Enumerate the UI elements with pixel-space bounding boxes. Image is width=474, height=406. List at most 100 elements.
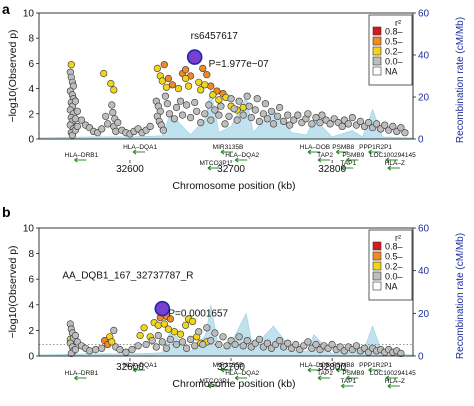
panel-a-legend-swatch-3	[372, 56, 382, 66]
panel-b-snp-point-r2-02-2	[108, 338, 116, 346]
panel-a-snp-point-r2-00-31	[109, 108, 117, 117]
panel-b-snp-point-r2-02-7	[154, 321, 162, 329]
panel-a-snp-point-r2-05-10	[168, 81, 176, 89]
panel-a-snp-point-r2-00-69	[221, 120, 229, 128]
panel-a-snp-point-r2-00-97	[308, 120, 316, 128]
panel-b-snp-point-r2-00-19	[122, 348, 130, 356]
panel-a-snp-point-r2-02-12	[197, 86, 205, 94]
panel-b-y-tick-label-0: 0	[28, 352, 34, 363]
panel-b-gene-arrow-10	[368, 367, 381, 373]
panel-a-snp-point-r2-00-34	[112, 127, 120, 135]
panel-b-gene-arrow-0	[74, 375, 87, 381]
panel-a-snp-point-r2-02-9	[182, 74, 190, 83]
panel-a-snp-point-r2-00-35	[114, 118, 122, 127]
panel-a-gene-label-3: MIR3135B	[213, 144, 244, 151]
panel-a-snp-point-r2-02-10	[185, 82, 193, 90]
panel-a-x-axis-title: Chromosome position (kb)	[172, 180, 295, 192]
panel-a-snp-point-r2-00-27	[98, 125, 106, 133]
panel-b-snp-point-r2-02-8	[160, 320, 168, 328]
panel-a: rs6457617 P=1.977e−07 0 2 4 6 8 10 0 20 40 60 −log10…	[7, 9, 466, 193]
panel-b-snp-point-r2-00-41	[223, 342, 231, 350]
panel-a-snp-point-r2-00-65	[207, 116, 215, 124]
panel-b-snp-point-r2-00-15	[98, 344, 106, 352]
panel-a-snp-point-r2-00-118	[389, 122, 397, 130]
panel-a-snp-point-r2-00-114	[373, 120, 381, 128]
panel-a-snp-point-r2-02-0	[67, 61, 75, 69]
panel-a-snp-point-r2-00-54	[170, 115, 178, 123]
panel-b-gene-label-12: HLA–Z	[385, 378, 405, 385]
panel-a-snp-point-r2-02-15	[215, 96, 223, 104]
panel-a-legend-swatch-1	[372, 36, 382, 46]
panel-a-snp-point-r2-05-4	[199, 64, 207, 72]
panel-a-snp-point-r2-00-58	[183, 101, 191, 109]
panel-b-gene-arrow-1	[132, 367, 146, 373]
panel-a-snp-point-r2-00-88	[276, 103, 284, 112]
panel-b-snp-point-r2-00-33	[191, 342, 199, 350]
panel-b-lead-snp-marker	[154, 300, 171, 317]
panel-b-legend-label-2: 0.2–	[385, 262, 403, 272]
panel-a-gene-label-10: PPP1R2P1	[359, 144, 392, 151]
panel-a-snp-point-r2-00-22	[77, 116, 86, 124]
panel-a-snp-point-r2-05-9	[164, 74, 172, 83]
panel-a-snp-point-r2-00-93	[294, 111, 302, 119]
panel-a-snp-point-r2-02-8	[174, 84, 183, 93]
panel-a-gene-label-12: HLA–Z	[385, 160, 405, 167]
panel-b-snp-point-r2-00-23	[148, 337, 156, 345]
panel-b-plot-frame	[38, 227, 414, 357]
panel-a-gene-label-11: LOC100294145	[370, 152, 416, 159]
panel-a-snp-point-r2-02-19	[239, 103, 247, 112]
panel-b-y-right-tick-label-0: 0	[418, 352, 424, 363]
panel-b-snp-point-r2-00-56	[284, 339, 292, 347]
panel-label-b: b	[2, 204, 11, 220]
panel-a-snp-point-r2-00-91	[286, 121, 294, 129]
panel-a-gene-label-1: HLA–DQA1	[123, 144, 157, 151]
panel-a-snp-point-r2-00-79	[251, 106, 259, 114]
panel-a-gene-arrow-1	[132, 149, 146, 155]
panel-a-gene-arrow-8	[335, 149, 349, 155]
panel-a-y-right-tick-label-20: 20	[418, 93, 430, 104]
panel-b-snp-point-r2-00-58	[292, 340, 300, 349]
panel-a-gene-arrow-9	[346, 157, 359, 163]
panel-a-snp-point-r2-00-56	[176, 97, 185, 105]
panel-a-x-tick-label-32600: 32600	[116, 164, 144, 175]
panel-a-snp-point-r2-00-78	[247, 113, 255, 122]
panel-b-legend-label-1: 0.5–	[385, 252, 403, 262]
panel-a-snp-point-r2-00-99	[316, 118, 324, 127]
panel-b-snp-point-r2-00-38	[211, 329, 219, 337]
panel-b-snp-point-r2-02-12	[182, 321, 190, 329]
panel-a-snp-point-r2-00-30	[108, 101, 116, 109]
panel-a-snp-point-r2-02-1	[100, 69, 108, 78]
panel-b-snp-point-r2-00-46	[243, 337, 251, 345]
panel-a-snp-point-r2-00-75	[239, 111, 247, 119]
panel-a-snp-point-r2-00-50	[159, 126, 167, 134]
panel-b-x-tick-label-32700: 32700	[217, 362, 245, 373]
panel-b-snp-point-r2-00-27	[162, 344, 170, 352]
panel-b-snp-point-r2-00-22	[142, 340, 150, 349]
panel-a-y-right-tick-label-60: 60	[418, 9, 430, 20]
panel-b-gene-arrow-3	[220, 367, 234, 373]
panel-b-y-tick-label-8: 8	[28, 249, 34, 260]
panel-b-legend-label-0: 0.8–	[385, 242, 403, 252]
panel-a-snp-point-r2-00-17	[71, 97, 79, 105]
panel-b-y-axis-title: −log10(Observed p)	[7, 245, 19, 338]
panel-a-snp-point-r2-00-21	[73, 122, 81, 130]
panel-a-snp-point-r2-00-53	[165, 110, 173, 118]
panel-a-gene-label-4: HLA–DQA2	[225, 152, 259, 159]
panel-b-y-right-tick-label-40: 40	[418, 266, 430, 277]
panel-a-gene-label-2: MTCO3P1	[200, 160, 231, 167]
panel-a-y-tick-label-4: 4	[28, 84, 34, 95]
panel-b-snp-point-r2-00-32	[187, 335, 195, 344]
panel-b-gene-arrow-11	[385, 375, 398, 381]
panel-b-snp-point-r2-00-16	[110, 326, 118, 335]
panel-a-y-axis-title: −log10(Observed p)	[7, 29, 19, 122]
panel-a-lead-snp-pvalue: P=1.977e−07	[209, 59, 269, 70]
panel-a-snp-point-r2-00-18	[71, 115, 79, 123]
panel-b-snp-point-r2-02-10	[170, 328, 178, 336]
panel-b-snp-point-r2-00-84	[397, 349, 405, 358]
panel-b-gene-label-7: TAP1	[340, 378, 356, 385]
panel-a-snp-point-r2-00-60	[191, 98, 199, 107]
panel-a-gene-arrow-6	[317, 157, 331, 163]
panel-a-snp-point-r2-00-105	[338, 122, 346, 130]
panel-b-snp-point-r2-00-13	[85, 347, 94, 355]
panel-a-snp-point-r2-02-6	[158, 77, 166, 85]
